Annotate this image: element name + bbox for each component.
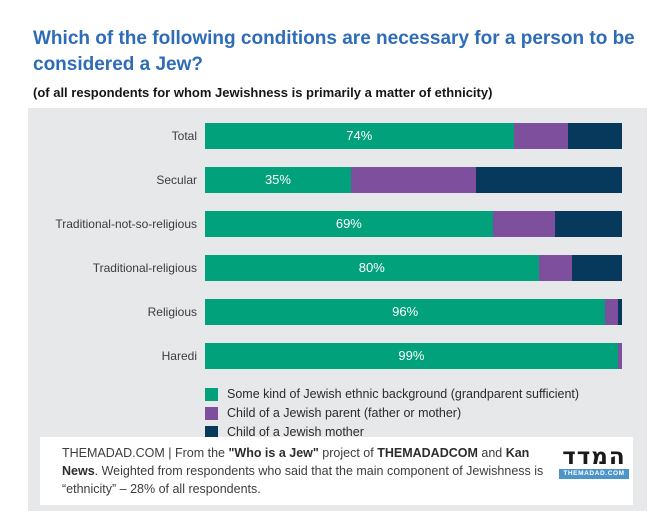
bar-segment-green: 99% — [205, 343, 618, 369]
chart-title: Which of the following conditions are ne… — [33, 28, 635, 75]
bar-segment-purple — [605, 299, 618, 325]
bar-segment-purple — [617, 343, 622, 369]
bar-segment-purple — [513, 123, 568, 149]
stacked-bar: 69% — [205, 211, 622, 237]
bar-segment-navy — [571, 255, 622, 281]
bar-segment-navy — [567, 123, 622, 149]
stacked-bar: 96% — [205, 299, 622, 325]
bar-segment-navy — [617, 299, 622, 325]
stacked-bar: 74% — [205, 123, 622, 149]
category-label: Haredi — [161, 349, 197, 363]
chart-row: Haredi 99% — [28, 343, 647, 369]
bar-value-label: 96% — [392, 304, 419, 319]
stacked-bar-chart: Total 74% Secular 35% Traditional-not-so-rel… — [28, 108, 647, 369]
chart-row: Religious 96% — [28, 299, 647, 325]
chart-legend: Some kind of Jewish ethnic background (g… — [205, 387, 647, 439]
bar-segment-green: 35% — [205, 167, 351, 193]
bar-segment-green: 69% — [205, 211, 493, 237]
chart-row: Total 74% — [28, 123, 647, 149]
source-card: THEMADAD.COM | From the "Who is a Jew" p… — [40, 437, 633, 505]
bar-segment-navy — [476, 167, 622, 193]
category-label: Secular — [156, 173, 197, 187]
bar-segment-purple — [350, 167, 477, 193]
bar-segment-green: 96% — [205, 299, 606, 325]
category-label: Religious — [147, 305, 197, 319]
legend-label: Child of a Jewish mother — [227, 425, 364, 439]
stacked-bar: 99% — [205, 343, 622, 369]
bar-segment-navy — [555, 211, 622, 237]
themadad-logo: המדד THEMADAD.COM — [559, 445, 629, 479]
bar-segment-green: 74% — [205, 123, 514, 149]
category-label: Traditional-not-so-religious — [55, 217, 197, 231]
chart-panel: Total 74% Secular 35% Traditional-not-so-rel… — [28, 108, 647, 511]
legend-swatch-purple — [205, 406, 218, 420]
logo-hebrew-text: המדד — [562, 444, 626, 470]
category-label: Total — [171, 129, 197, 143]
legend-item: Child of a Jewish parent (father or moth… — [205, 406, 647, 420]
legend-swatch-navy — [205, 425, 218, 439]
bar-value-label: 35% — [264, 172, 291, 187]
legend-item: Some kind of Jewish ethnic background (g… — [205, 387, 647, 401]
bar-segment-green: 80% — [205, 255, 539, 281]
chart-subtitle: (of all respondents for whom Jewishness … — [33, 85, 493, 100]
legend-label: Some kind of Jewish ethnic background (g… — [227, 387, 580, 401]
chart-row: Traditional-religious 80% — [28, 255, 647, 281]
logo-domain-text: THEMADAD.COM — [559, 469, 629, 479]
source-text: THEMADAD.COM | From the "Who is a Jew" p… — [62, 446, 544, 496]
bar-value-label: 80% — [358, 260, 385, 275]
bar-value-label: 99% — [398, 348, 425, 363]
stacked-bar: 80% — [205, 255, 622, 281]
category-label: Traditional-religious — [92, 261, 197, 275]
bar-value-label: 69% — [335, 216, 362, 231]
bar-value-label: 74% — [346, 128, 373, 143]
chart-row: Secular 35% — [28, 167, 647, 193]
legend-label: Child of a Jewish parent (father or moth… — [227, 406, 462, 420]
legend-item: Child of a Jewish mother — [205, 425, 647, 439]
legend-swatch-green — [205, 387, 218, 401]
stacked-bar: 35% — [205, 167, 622, 193]
chart-row: Traditional-not-so-religious 69% — [28, 211, 647, 237]
bar-segment-purple — [492, 211, 556, 237]
bar-segment-purple — [538, 255, 572, 281]
